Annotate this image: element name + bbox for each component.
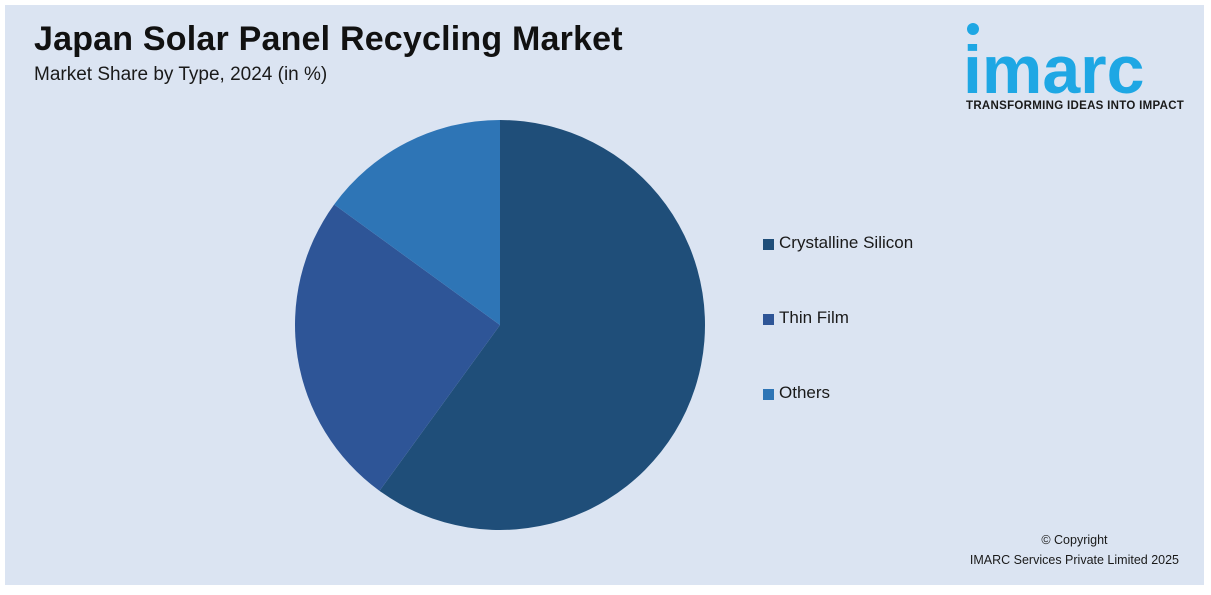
logo-wordmark-text: imarc xyxy=(963,32,1144,100)
pie-slice-thin-film xyxy=(295,204,500,491)
legend-swatch xyxy=(763,314,774,325)
legend-label: Crystalline Silicon xyxy=(779,233,914,252)
copyright-notice: © Copyright IMARC Services Private Limit… xyxy=(970,530,1179,570)
pie-slice-crystalline-silicon xyxy=(379,120,705,530)
imarc-wordmark: imarc xyxy=(963,23,1144,100)
legend-label: Thin Film xyxy=(779,308,849,327)
logo-dot xyxy=(967,23,979,35)
pie-slice-others xyxy=(334,120,500,325)
logo-tagline: TRANSFORMING IDEAS INTO IMPACT xyxy=(966,100,1185,112)
imarc-logo: imarc xyxy=(963,15,1195,115)
pie-chart xyxy=(295,120,705,530)
legend-swatch xyxy=(763,239,774,250)
legend-swatch xyxy=(763,389,774,400)
copyright-line-1: © Copyright xyxy=(1041,533,1108,547)
chart-panel: Japan Solar Panel Recycling Market Marke… xyxy=(5,5,1204,585)
copyright-line-2: IMARC Services Private Limited 2025 xyxy=(969,553,1179,567)
chart-title: Japan Solar Panel Recycling Market xyxy=(34,20,623,58)
chart-subtitle: Market Share by Type, 2024 (in %) xyxy=(34,64,328,85)
legend-label: Others xyxy=(779,383,831,402)
